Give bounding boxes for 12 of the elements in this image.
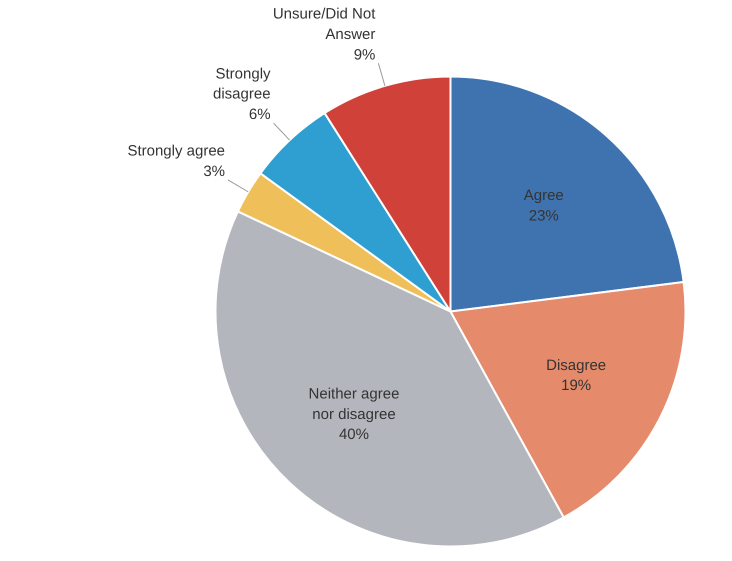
data-label: 23% [528,207,559,224]
slice-label: Strongly disagree [213,65,272,103]
slice-label: Agree [524,187,564,204]
slice-label: Unsure/Did Not Answer [272,5,376,43]
slice-label: Disagree [546,356,606,374]
data-label: 9% [354,46,376,64]
data-label: 19% [561,377,592,394]
data-label: 3% [203,162,226,180]
data-label: 6% [248,106,271,124]
slice-label: Neither agree nor disagree [308,385,400,423]
slice-label: Strongly agree [127,142,225,160]
data-label: 40% [338,426,369,444]
